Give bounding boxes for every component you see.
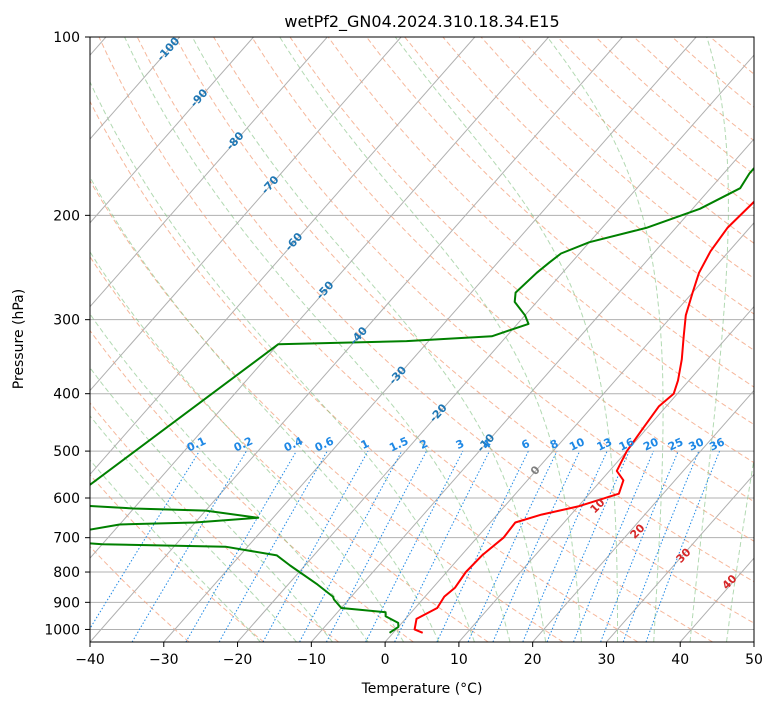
isotherm-line	[606, 473, 754, 642]
x-tick-label: −40	[75, 652, 105, 668]
moist-adiabat-line	[726, 456, 754, 642]
moist-adiabat-line	[90, 367, 333, 642]
dry-adiabat-line	[90, 255, 489, 642]
x-tick-label: 40	[671, 652, 689, 668]
isotherms	[90, 37, 754, 642]
dry-adiabat-line	[251, 37, 754, 503]
mixing-ratio-label: 20	[641, 435, 661, 453]
y-tick-label: 400	[53, 387, 80, 403]
isotherm-line	[384, 222, 754, 642]
isotherm-line	[90, 37, 181, 140]
y-tick-label: 600	[53, 491, 80, 507]
isotherm-line	[90, 37, 328, 308]
isotherm-line	[90, 37, 402, 392]
dry-adiabat-line	[90, 179, 564, 642]
isotherm-line	[458, 305, 754, 642]
mixing-ratio-label: 16	[617, 435, 637, 453]
isotherm-line	[532, 389, 754, 642]
y-tick-label: 200	[53, 208, 80, 224]
y-tick-label: 300	[53, 313, 80, 329]
moist-adiabat-line	[90, 250, 405, 642]
moist-adiabat-line	[90, 459, 261, 642]
x-tick-label: 10	[450, 652, 468, 668]
moist-adiabat-line	[546, 37, 664, 642]
mixing-ratio-line	[218, 450, 328, 642]
plot-frame	[89, 36, 755, 643]
y-tick-label: 700	[53, 531, 80, 547]
dewpoint-line	[90, 166, 754, 634]
moist-adiabat-line	[191, 37, 547, 642]
moist-adiabat-line	[90, 80, 475, 642]
moist-adiabat-line	[279, 37, 582, 642]
temperature-series	[413, 200, 754, 634]
x-axis-title: Temperature (°C)	[361, 681, 483, 697]
x-tick-label: −10	[297, 652, 327, 668]
pressure-gridlines	[90, 37, 754, 630]
x-tick-label: 50	[745, 652, 763, 668]
dry-adiabat-line	[404, 37, 754, 351]
y-tick-label: 900	[53, 595, 80, 611]
chart-title: wetPf2_GN04.2024.310.18.34.E15	[284, 12, 559, 32]
dry-adiabat-line	[327, 37, 754, 426]
mixing-ratio-label: 25	[666, 435, 685, 453]
mixing-ratio-label: 13	[595, 435, 614, 453]
mixing-ratio-line	[394, 450, 490, 642]
dry-adiabat-line	[174, 37, 754, 583]
isotherm-line	[90, 37, 623, 642]
dry-adiabat-line	[136, 37, 754, 624]
isotherm-line	[237, 54, 754, 642]
y-tick-label: 500	[53, 444, 80, 460]
y-tick-label: 1000	[44, 622, 80, 638]
y-tick-label: 100	[53, 30, 80, 46]
moist-adiabat-line	[90, 313, 369, 642]
mixing-ratio-line	[325, 450, 428, 642]
dry-adiabat-line	[98, 37, 713, 642]
x-tick-label: 20	[524, 652, 542, 668]
mixing-ratio-line	[492, 450, 581, 642]
moist-adiabat-line	[124, 37, 511, 642]
dry-adiabat-line	[90, 402, 339, 642]
mixing-ratio-line	[600, 450, 679, 642]
dry-adiabat-line	[289, 37, 754, 464]
x-tick-label: 0	[381, 652, 390, 668]
mixing-ratio-line	[262, 450, 369, 642]
moist-adiabat-line	[90, 176, 440, 642]
moist-adiabat-line	[689, 37, 729, 642]
mixing-ratio-line	[467, 450, 558, 642]
isotherm-line	[310, 138, 754, 642]
moist-adiabats	[90, 37, 754, 642]
isotherm-line	[90, 37, 254, 224]
mixing-ratio-label: 36	[707, 435, 727, 453]
moist-adiabat-line	[90, 415, 297, 642]
mixing-ratio-line	[436, 450, 529, 642]
mixing-ratio-line	[299, 450, 403, 642]
isotherm-line	[90, 37, 549, 559]
y-axis-title: Pressure (hPa)	[11, 289, 27, 389]
mixing-ratio-label: 30	[687, 435, 707, 453]
mixing-ratio-line	[622, 450, 700, 642]
temperature-line	[413, 200, 754, 634]
mixing-ratio-line	[365, 450, 464, 642]
mixing-ratio-label: 10	[567, 435, 587, 453]
dry-adiabat-line	[442, 37, 754, 315]
mixing-ratio-line	[573, 450, 654, 642]
mixing-ratio-line	[522, 450, 608, 642]
mixing-ratio-lines	[90, 450, 721, 642]
mixing-ratio-line	[645, 450, 721, 642]
y-axis-ticks: 100 200 300 400 500 600 700 800 900 1000	[44, 30, 90, 638]
mixing-ratio-line	[546, 450, 630, 642]
mixing-ratio-line	[131, 450, 247, 642]
x-tick-label: −30	[149, 652, 179, 668]
dewpoint-series	[90, 166, 754, 634]
x-tick-label: 30	[598, 652, 616, 668]
dry-adiabat-line	[90, 474, 265, 642]
y-tick-label: 800	[53, 565, 80, 581]
x-axis-ticks: −40 −30 −20 −10 0 10 20 30 40 50	[75, 642, 763, 668]
plot-area: -100-90-80-70-60-50-40-30-20-100 0.1 0.2 0…	[90, 37, 754, 642]
isotherm-line	[90, 37, 476, 476]
x-tick-label: −20	[223, 652, 253, 668]
mixing-ratio-line	[90, 450, 200, 630]
